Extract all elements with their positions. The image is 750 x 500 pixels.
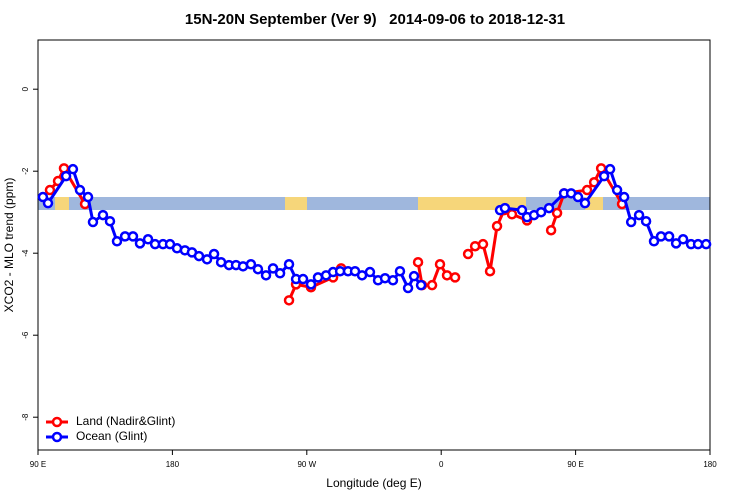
data-point	[441, 270, 453, 281]
data-point	[142, 234, 154, 245]
y-tick-label: 0	[21, 86, 30, 91]
data-point	[387, 275, 399, 286]
data-point	[74, 184, 86, 196]
x-tick-label: 0	[439, 460, 444, 469]
data-point	[412, 256, 424, 268]
legend-label: Ocean (Glint)	[76, 429, 147, 443]
data-point	[274, 268, 286, 279]
x-tick-label: 90 E	[30, 460, 46, 469]
data-point	[545, 224, 557, 236]
data-point	[535, 206, 547, 218]
land-ocean-strip	[38, 197, 710, 210]
data-point	[415, 279, 427, 291]
data-point	[82, 191, 94, 203]
data-point	[579, 197, 591, 209]
x-tick-label: 90 W	[297, 460, 316, 469]
legend-marker	[51, 416, 63, 428]
y-tick-label: -4	[21, 249, 30, 257]
data-point	[297, 273, 309, 285]
data-point	[252, 263, 264, 275]
data-point	[67, 163, 79, 175]
data-point	[449, 272, 461, 283]
series-line	[466, 208, 528, 273]
data-point	[516, 204, 528, 216]
data-point	[193, 250, 205, 262]
data-point	[426, 279, 438, 291]
data-point	[648, 236, 660, 247]
data-point	[305, 279, 317, 290]
data-point	[364, 266, 376, 278]
data-point	[677, 234, 689, 245]
data-point	[499, 202, 511, 214]
y-tick-label: -2	[21, 167, 30, 175]
data-point	[312, 272, 324, 283]
data-point	[283, 295, 295, 306]
legend-label: Land (Nadir&Glint)	[76, 414, 175, 428]
y-tick-label: -6	[21, 331, 30, 339]
chart-title: 15N-20N September (Ver 9) 2014-09-06 to …	[185, 11, 565, 28]
data-point	[134, 238, 146, 249]
x-tick-label: 90 E	[567, 460, 583, 469]
data-point	[87, 216, 99, 228]
x-tick-label: 180	[703, 460, 717, 469]
data-point	[267, 263, 279, 274]
data-point	[60, 170, 72, 182]
data-point	[462, 248, 474, 260]
data-point	[572, 191, 584, 203]
x-axis-label: Longitude (deg E)	[326, 476, 421, 490]
y-tick-label: -8	[21, 413, 30, 421]
data-point	[408, 270, 420, 282]
data-point	[402, 282, 414, 294]
data-point	[127, 231, 139, 242]
series-line	[41, 167, 423, 290]
data-point	[543, 202, 555, 214]
data-point	[611, 184, 623, 196]
data-point	[208, 248, 220, 260]
data-point	[111, 236, 123, 247]
data-point	[44, 184, 56, 196]
data-point	[551, 207, 563, 219]
data-point	[201, 254, 213, 265]
data-point	[700, 238, 712, 250]
data-point	[598, 170, 610, 182]
land-patch	[55, 197, 69, 210]
ocean-strip	[38, 197, 710, 210]
data-point	[625, 216, 637, 228]
data-point	[394, 265, 406, 277]
data-point	[245, 259, 257, 270]
data-point	[434, 259, 446, 270]
data-point	[633, 209, 645, 221]
land-patch	[585, 197, 603, 210]
y-axis-label: XCO2 - MLO trend (ppm)	[2, 178, 16, 313]
data-point	[42, 197, 54, 209]
data-point	[283, 259, 295, 270]
data-point	[692, 238, 704, 250]
series-line	[48, 166, 87, 205]
data-point	[104, 215, 116, 227]
data-point	[655, 231, 667, 242]
legend-marker	[51, 431, 63, 443]
data-point	[663, 231, 675, 242]
data-point	[260, 270, 272, 281]
data-point	[581, 184, 593, 196]
x-tick-label: 180	[166, 460, 180, 469]
data-point	[506, 209, 518, 220]
land-patch	[285, 197, 307, 210]
data-point	[491, 220, 503, 232]
data-point	[477, 238, 489, 250]
data-point	[484, 265, 496, 277]
data-point	[640, 215, 652, 227]
data-point	[604, 163, 616, 175]
data-point	[97, 209, 109, 221]
data-point	[618, 191, 630, 203]
